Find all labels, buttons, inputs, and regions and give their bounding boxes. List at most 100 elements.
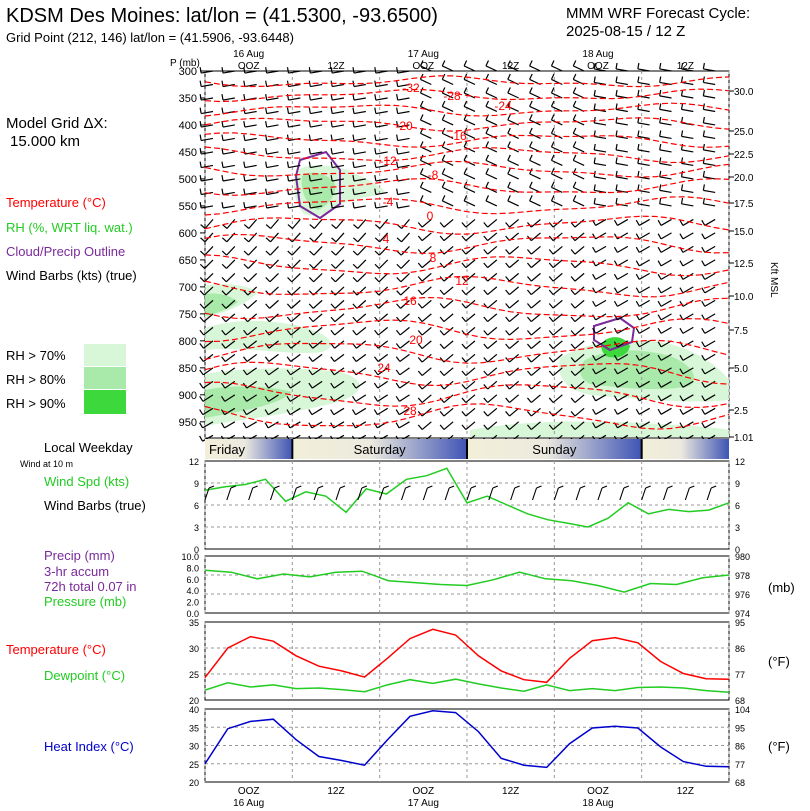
wind-barb-flag xyxy=(637,89,640,97)
wind-barb xyxy=(615,122,628,126)
wind-barb xyxy=(552,367,563,377)
wind-barb xyxy=(222,70,235,74)
wind-barb xyxy=(201,124,214,128)
wind-barb-flag xyxy=(615,170,618,177)
wind-barb-flag xyxy=(439,343,445,349)
wind-barb-flag xyxy=(287,290,292,296)
surface-wind-barb-flag xyxy=(427,485,433,489)
wind-barb xyxy=(421,218,432,228)
wind-barb xyxy=(638,407,650,415)
wind-barb xyxy=(375,205,388,209)
heat-index-label: Heat Index (°C) xyxy=(44,739,134,754)
wind-barb xyxy=(335,259,345,269)
wind-barb xyxy=(246,340,258,349)
wind-barb xyxy=(313,272,323,283)
pressure-tick-label: 350 xyxy=(179,93,197,105)
wind-barb-flag xyxy=(463,168,468,175)
wind-barb xyxy=(313,259,323,269)
wind-barb xyxy=(509,421,520,430)
wind-barb xyxy=(353,70,366,74)
wind-barb xyxy=(660,326,672,334)
temperature-contour-label: -20 xyxy=(395,119,413,133)
wind-barb xyxy=(443,299,454,309)
wind-barb-flag xyxy=(461,262,467,268)
wind-barb xyxy=(269,259,279,269)
left-tick-label: 4.0 xyxy=(186,586,199,596)
wind-barb-flag xyxy=(308,80,311,87)
wind-barb xyxy=(247,313,258,323)
wind-barb-flag xyxy=(548,370,554,376)
wind-barb xyxy=(487,245,498,255)
wind-barb xyxy=(311,407,323,416)
height-tick-label: 5.0 xyxy=(734,364,748,375)
wind-barb-flag xyxy=(439,303,445,309)
wind-barb-flag xyxy=(637,170,640,177)
temperature-contour xyxy=(204,361,730,387)
wind-barb-flag xyxy=(550,195,555,202)
wind-barb xyxy=(375,178,388,182)
wind-barb xyxy=(353,97,366,101)
wind-barb-flag xyxy=(221,250,228,256)
wind-barb-flag xyxy=(352,277,358,283)
wind-barb-flag xyxy=(396,134,399,141)
wind-barb xyxy=(244,110,257,115)
wind-barb-flag xyxy=(659,62,662,70)
wind-barb xyxy=(638,380,650,388)
bottom-date-label: 18 Aug xyxy=(582,798,613,809)
wind-barb xyxy=(310,110,323,115)
wind-barb-flag xyxy=(417,235,423,242)
wind-barb-flag xyxy=(243,263,249,269)
wind-barb-flag xyxy=(548,262,554,268)
wind-barb xyxy=(443,340,454,350)
wind-barb xyxy=(574,299,585,309)
temperature-contour xyxy=(204,160,730,178)
wind-barb-flag xyxy=(396,290,402,296)
wind-barb-flag xyxy=(701,219,706,226)
wind-barb xyxy=(509,394,520,403)
wind-barb-flag xyxy=(613,246,618,253)
rh-region-upper-80 xyxy=(301,172,336,210)
wind-barb-flag xyxy=(593,103,596,110)
wind-barb xyxy=(443,259,454,269)
wind-barb-flag xyxy=(657,300,662,307)
wind-barb-flag xyxy=(483,397,489,403)
wind-barb-flag xyxy=(419,154,424,161)
wind-barb xyxy=(530,218,541,228)
wind-barb xyxy=(551,173,563,180)
wind-barb xyxy=(312,340,323,349)
wind-barb-flag xyxy=(548,424,554,430)
wind-barb-flag xyxy=(572,141,577,148)
wind-barb xyxy=(310,151,323,155)
surface-wind-barb-flag xyxy=(230,485,237,489)
wind-barb-flag xyxy=(485,181,490,188)
wind-barb-flag xyxy=(483,289,489,295)
wind-barb xyxy=(487,299,498,309)
wind-barb-flag xyxy=(265,201,268,209)
wind-barb-flag xyxy=(264,382,270,389)
wind-barb-flag xyxy=(526,343,532,349)
wind-barb xyxy=(487,218,498,228)
wind-barb-flag xyxy=(417,370,423,376)
wind-barb xyxy=(332,124,345,128)
wind-barb-flag xyxy=(308,356,314,362)
surface-wind-barb xyxy=(444,487,450,501)
heat-index-series xyxy=(204,710,730,769)
wind-barb xyxy=(244,137,257,142)
wind-barb-flag xyxy=(330,409,335,415)
wind-barb xyxy=(530,245,541,255)
wind-barb xyxy=(485,159,498,166)
wind-barb xyxy=(465,313,476,323)
wind-barb xyxy=(420,65,432,72)
wind-barb xyxy=(595,272,607,280)
wind-barb-flag xyxy=(395,382,401,389)
wind-barb xyxy=(225,326,236,336)
wind-barb-flag xyxy=(701,408,706,415)
wind-barb xyxy=(529,105,541,113)
wind-barb-flag xyxy=(550,73,555,80)
wind-barb xyxy=(266,110,279,115)
wind-barb xyxy=(375,124,388,128)
wind-barb xyxy=(334,353,345,363)
wind-barb-flag xyxy=(199,435,204,442)
wind-barb xyxy=(203,286,214,296)
temperature-label: Temperature (°C) xyxy=(6,642,106,657)
